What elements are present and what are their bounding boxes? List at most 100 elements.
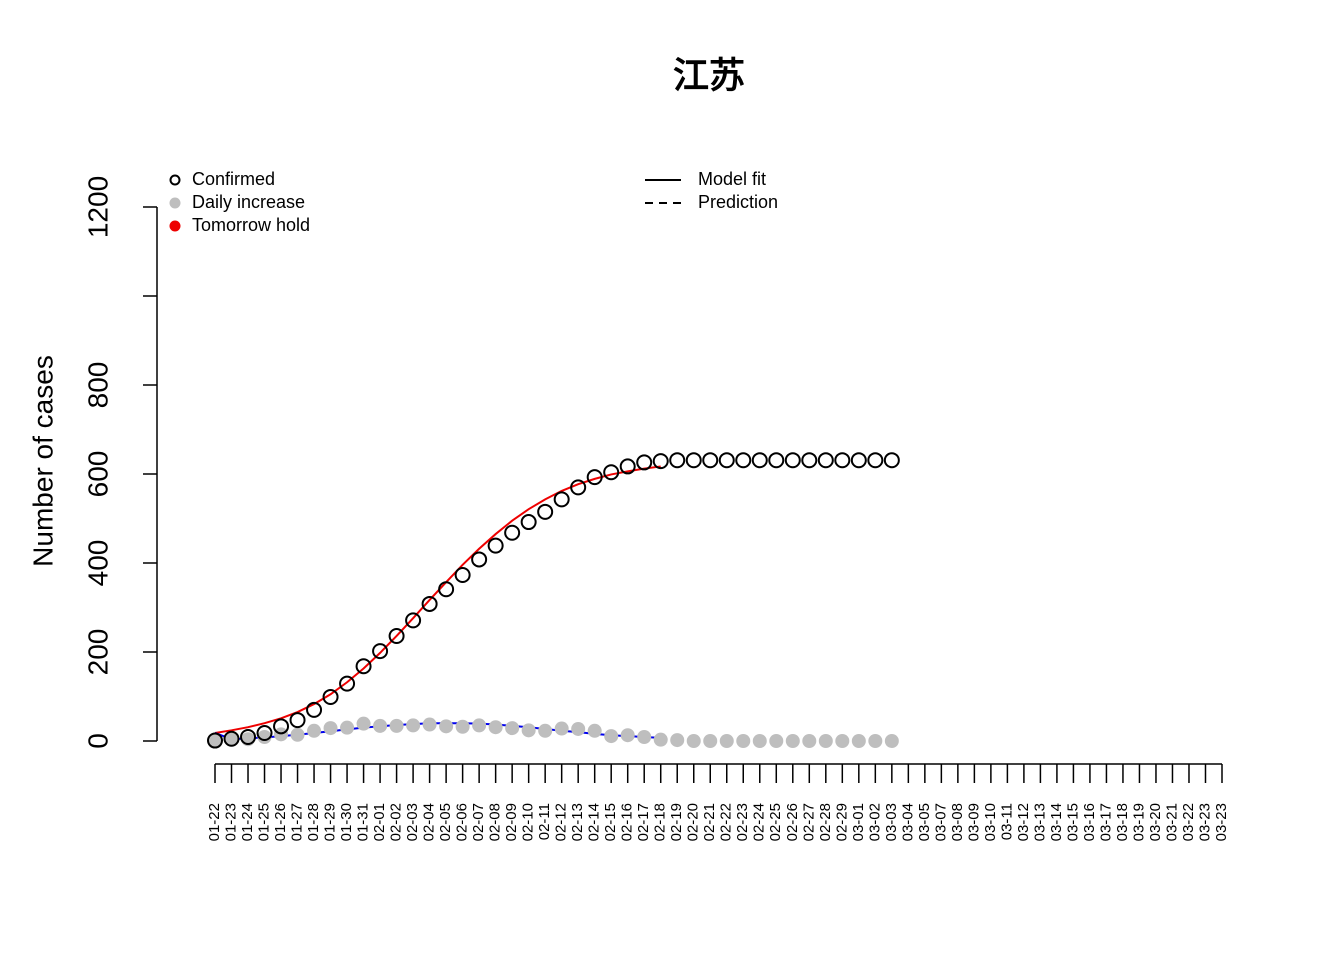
x-tick-label: 02-01 bbox=[371, 803, 388, 841]
confirmed-point bbox=[240, 728, 257, 745]
daily-point bbox=[323, 721, 338, 736]
confirmed-point bbox=[207, 732, 223, 749]
daily-point bbox=[736, 734, 751, 748]
x-tick-label: 03-05 bbox=[916, 803, 933, 841]
x-tick-label: 03-23 bbox=[1213, 803, 1230, 841]
y-tick-label: 800 bbox=[82, 362, 113, 409]
daily-point bbox=[521, 723, 536, 738]
x-tick-label: 03-20 bbox=[1147, 803, 1164, 841]
confirmed-point bbox=[718, 452, 735, 469]
daily-point bbox=[785, 734, 800, 748]
daily-point bbox=[488, 720, 503, 735]
x-tick-label: 03-23 bbox=[1196, 803, 1213, 841]
x-tick-label: 03-18 bbox=[1114, 803, 1131, 841]
daily-point bbox=[686, 734, 701, 748]
daily-point bbox=[389, 718, 404, 733]
fit-line bbox=[214, 722, 661, 741]
confirmed-point bbox=[438, 581, 455, 598]
x-tick-label: 03-17 bbox=[1097, 803, 1114, 841]
daily-point bbox=[224, 732, 239, 747]
daily-point bbox=[620, 728, 635, 743]
confirmed-point bbox=[520, 514, 537, 531]
confirmed-point bbox=[306, 701, 323, 718]
x-tick-label: 03-15 bbox=[1064, 803, 1081, 841]
daily-point bbox=[604, 729, 619, 744]
confirmed-point bbox=[801, 452, 818, 469]
confirmed-point bbox=[223, 730, 240, 747]
daily-point bbox=[653, 732, 668, 747]
x-tick-label: 02-16 bbox=[619, 803, 636, 841]
chart-title: 江苏 bbox=[673, 55, 745, 96]
daily-point bbox=[406, 718, 421, 733]
confirmed-point bbox=[586, 469, 603, 486]
confirmed-point bbox=[487, 537, 504, 554]
daily-point bbox=[703, 734, 718, 748]
x-tick-label: 02-03 bbox=[404, 803, 421, 841]
y-tick-label: 400 bbox=[82, 540, 113, 587]
daily-point bbox=[472, 718, 487, 733]
confirmed-point bbox=[405, 612, 422, 629]
daily-point bbox=[554, 721, 569, 736]
x-tick-label: 01-24 bbox=[239, 803, 256, 841]
confirmed-point bbox=[784, 452, 801, 469]
daily-point bbox=[670, 733, 685, 748]
confirmed-point bbox=[735, 452, 752, 469]
confirmed-point bbox=[454, 567, 471, 584]
x-tick-label: 02-26 bbox=[784, 803, 801, 841]
legend-label: Tomorrow hold bbox=[192, 215, 310, 235]
daily-point bbox=[290, 727, 305, 742]
x-tick-label: 02-27 bbox=[800, 803, 817, 841]
x-tick-label: 03-01 bbox=[850, 803, 867, 841]
daily-point bbox=[719, 734, 734, 748]
daily-point bbox=[802, 734, 817, 748]
daily-point bbox=[587, 723, 602, 738]
confirmed-point bbox=[768, 452, 785, 469]
daily-point bbox=[257, 729, 272, 744]
x-tick-label: 02-10 bbox=[520, 803, 537, 841]
confirmed-point bbox=[603, 464, 620, 481]
confirmed-point bbox=[471, 551, 488, 568]
x-tick-label: 02-23 bbox=[734, 803, 751, 841]
x-tick-label: 01-23 bbox=[222, 803, 239, 841]
x-tick-label: 02-21 bbox=[701, 803, 718, 841]
confirmed-point bbox=[388, 627, 405, 644]
daily-point bbox=[851, 734, 866, 748]
daily-point bbox=[439, 719, 454, 734]
daily-point bbox=[538, 723, 553, 738]
confirmed-point bbox=[421, 595, 438, 612]
legend-marker bbox=[169, 174, 181, 186]
legend-label: Prediction bbox=[698, 192, 778, 212]
x-tick-label: 03-14 bbox=[1048, 803, 1065, 841]
x-tick-label: 02-06 bbox=[454, 803, 471, 841]
daily-point bbox=[769, 734, 784, 748]
x-tick-label: 02-17 bbox=[635, 803, 652, 841]
x-tick-label: 02-29 bbox=[833, 803, 850, 841]
confirmed-point bbox=[570, 479, 587, 496]
x-tick-label: 02-19 bbox=[668, 803, 685, 841]
legend-label: Daily increase bbox=[192, 192, 305, 212]
confirmed-point bbox=[867, 452, 884, 469]
daily-point bbox=[307, 723, 322, 738]
x-tick-label: 02-20 bbox=[685, 803, 702, 841]
daily-point bbox=[422, 717, 437, 732]
x-tick-label: 01-29 bbox=[322, 803, 339, 841]
x-tick-label: 03-19 bbox=[1130, 803, 1147, 841]
x-tick-label: 02-05 bbox=[437, 803, 454, 841]
confirmed-point bbox=[751, 452, 768, 469]
daily-point bbox=[835, 734, 850, 748]
x-tick-label: 02-22 bbox=[718, 803, 735, 841]
x-tick-label: 03-09 bbox=[965, 803, 982, 841]
y-tick-label: 1200 bbox=[82, 176, 113, 238]
x-tick-label: 03-21 bbox=[1163, 803, 1180, 841]
x-tick-label: 02-14 bbox=[586, 803, 603, 841]
daily-point bbox=[637, 729, 652, 744]
daily-point bbox=[868, 734, 883, 748]
x-tick-label: 03-16 bbox=[1081, 803, 1098, 841]
x-tick-label: 02-04 bbox=[421, 803, 438, 841]
daily-point bbox=[571, 721, 586, 736]
daily-point bbox=[373, 718, 388, 733]
x-tick-label: 02-12 bbox=[553, 803, 570, 841]
confirmed-point bbox=[702, 452, 719, 469]
